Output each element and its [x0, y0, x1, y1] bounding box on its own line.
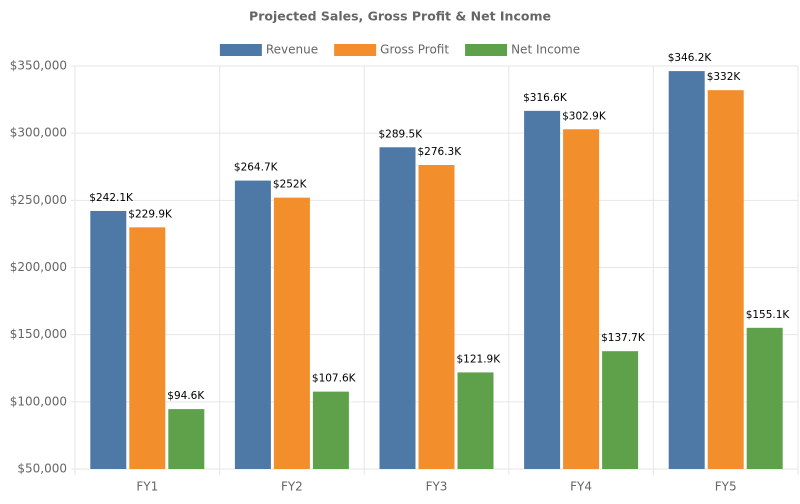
legend-swatch — [465, 44, 508, 56]
value-label: $316.6K — [523, 92, 568, 104]
x-tick-label: FY3 — [426, 480, 448, 494]
value-label: $137.7K — [601, 332, 646, 344]
y-tick-label: $150,000 — [10, 327, 67, 341]
y-tick-label: $100,000 — [10, 394, 67, 408]
bar — [312, 391, 349, 469]
x-tick-label: FY4 — [570, 480, 592, 494]
value-label: $229.9K — [128, 208, 173, 220]
bar — [234, 180, 271, 469]
legend-label: Net Income — [511, 43, 580, 57]
bar — [563, 129, 600, 469]
y-tick-label: $350,000 — [10, 59, 67, 73]
y-tick-label: $250,000 — [10, 193, 67, 207]
y-tick-label: $200,000 — [10, 260, 67, 274]
value-label: $332K — [707, 71, 742, 83]
value-label: $264.7K — [234, 162, 279, 174]
value-label: $94.6K — [167, 390, 205, 402]
value-label: $242.1K — [89, 192, 134, 204]
x-tick-label: FY5 — [715, 480, 737, 494]
bar — [524, 110, 561, 469]
bar — [168, 409, 205, 469]
bar — [90, 210, 127, 469]
value-label: $252K — [273, 179, 308, 191]
value-label: $346.2K — [668, 52, 713, 64]
bar — [129, 227, 166, 469]
legend-swatch — [219, 44, 262, 56]
legend-label: Gross Profit — [380, 43, 449, 57]
bar — [602, 351, 639, 469]
chart-title: Projected Sales, Gross Profit & Net Inco… — [249, 9, 551, 24]
bar — [457, 372, 494, 469]
value-label: $276.3K — [418, 146, 463, 158]
value-label: $302.9K — [562, 110, 607, 122]
bar — [707, 90, 744, 470]
value-label: $155.1K — [746, 309, 791, 321]
x-tick-label: FY2 — [281, 480, 303, 494]
y-tick-label: $50,000 — [17, 462, 67, 476]
value-label: $107.6K — [312, 373, 357, 385]
bar — [746, 327, 783, 469]
legend-swatch — [334, 44, 377, 56]
bar — [273, 197, 310, 469]
bar — [668, 71, 705, 469]
bar — [418, 165, 455, 469]
y-tick-label: $300,000 — [10, 126, 67, 140]
x-tick-label: FY1 — [136, 480, 158, 494]
legend-label: Revenue — [266, 43, 318, 57]
value-label: $121.9K — [457, 353, 502, 365]
value-label: $289.5K — [379, 128, 424, 140]
bar — [379, 147, 416, 469]
